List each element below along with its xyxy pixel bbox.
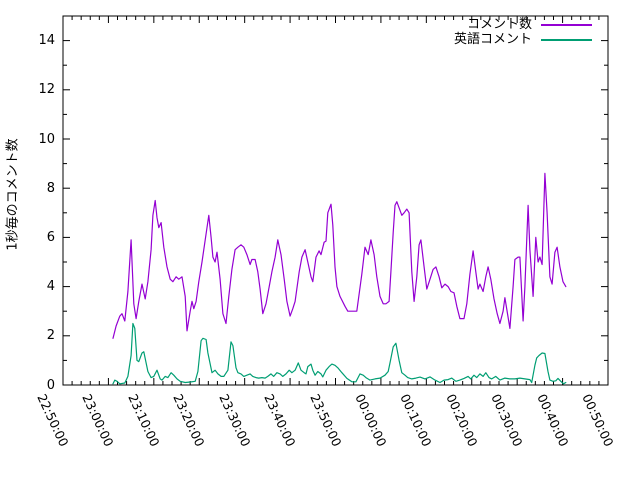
series-line-0 — [112, 172, 567, 339]
y-tick-label: 12 — [38, 82, 55, 98]
legend-label-comments: コメント数 — [466, 16, 532, 32]
legend-line-sample-comments — [541, 23, 592, 26]
y-tick-label: 8 — [46, 180, 55, 196]
y-tick-label: 0 — [46, 377, 55, 393]
legend-entry-english-comments: 英語コメント — [454, 32, 592, 47]
plot-border — [62, 15, 609, 386]
y-tick-label: 6 — [46, 229, 55, 245]
series-line-1 — [112, 322, 567, 385]
y-tick-label: 2 — [46, 328, 55, 344]
y-tick-label: 4 — [46, 279, 55, 295]
legend-entry-comments: コメント数 — [454, 17, 592, 32]
legend-line-sample-english-comments — [541, 38, 592, 41]
y-tick-label: 10 — [38, 131, 55, 147]
legend-label-english-comments: 英語コメント — [453, 31, 532, 47]
legend: コメント数 英語コメント — [454, 17, 592, 47]
y-tick-label: 14 — [38, 33, 55, 49]
